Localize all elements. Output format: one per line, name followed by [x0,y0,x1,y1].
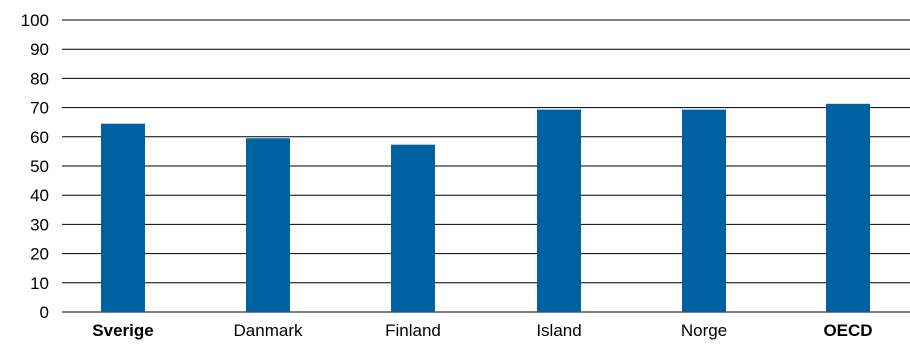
y-tick-label-10: 10 [30,274,49,293]
y-tick-label-30: 30 [30,215,49,234]
x-category-label-sverige: Sverige [92,321,153,340]
bar-danmark [246,138,290,312]
y-tick-label-90: 90 [30,40,49,59]
gridlines [62,19,910,313]
bar-oecd [826,103,870,312]
y-tick-label-50: 50 [30,157,49,176]
x-category-label-oecd: OECD [823,321,872,340]
y-axis-tick-labels: 0 10 20 30 40 50 60 70 80 90 100 [21,11,49,322]
bar-island [537,109,581,312]
y-tick-label-0: 0 [40,303,49,322]
y-tick-label-60: 60 [30,128,49,147]
y-tick-label-20: 20 [30,245,49,264]
bar-finland [391,144,435,312]
bars [101,103,870,312]
y-tick-label-40: 40 [30,186,49,205]
y-tick-label-80: 80 [30,69,49,88]
y-tick-label-70: 70 [30,99,49,118]
x-category-label-island: Island [536,321,581,340]
x-category-label-danmark: Danmark [234,321,303,340]
bar-norge [682,109,726,312]
x-axis-category-labels: Sverige Danmark Finland Island Norge OECD [92,321,872,340]
x-category-label-norge: Norge [681,321,727,340]
bar-sverige [101,123,145,312]
x-category-label-finland: Finland [385,321,441,340]
y-tick-label-100: 100 [21,11,49,30]
